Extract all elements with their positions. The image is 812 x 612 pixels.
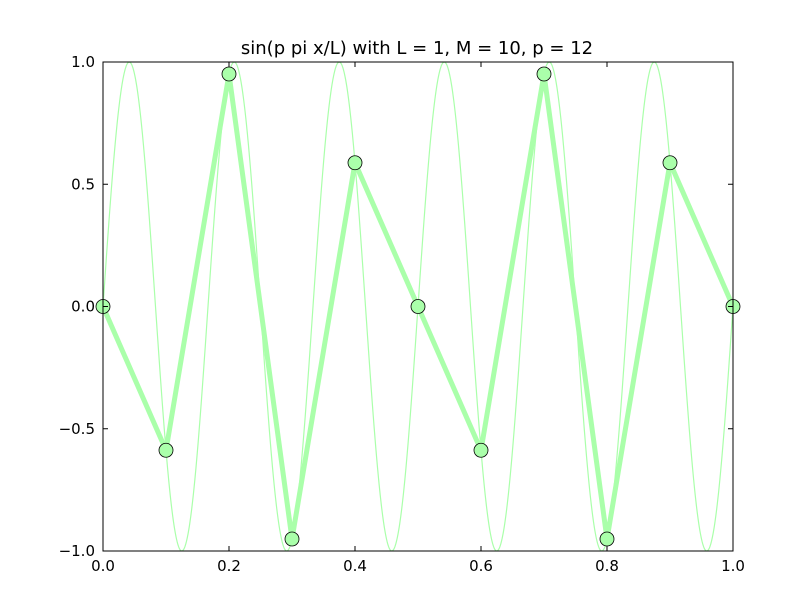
x-tick-label: 0.0 <box>91 557 115 575</box>
data-point <box>221 66 237 82</box>
y-tick-label: −1.0 <box>59 542 95 560</box>
chart-title: sin(p pi x/L) with L = 1, M = 10, p = 12 <box>241 38 593 59</box>
series-sampled-markers <box>95 66 741 547</box>
x-tick-label: 1.0 <box>721 557 745 575</box>
data-point <box>158 442 174 458</box>
x-tick-label: 0.6 <box>469 557 493 575</box>
y-tick-label: 0.5 <box>71 175 95 193</box>
data-point <box>473 442 489 458</box>
x-tick-label: 0.8 <box>595 557 619 575</box>
axes: 0.0 0.2 0.4 0.6 0.8 1.0 1.0 0.5 0.0 −0.5 −1.0 <box>59 53 745 575</box>
data-point <box>536 66 552 82</box>
y-tick-label: 0.0 <box>71 298 95 316</box>
data-point <box>410 299 426 314</box>
data-point <box>347 155 363 171</box>
x-tick-label: 0.2 <box>217 557 241 575</box>
data-point <box>599 531 615 547</box>
x-tick-label: 0.4 <box>343 557 367 575</box>
data-point <box>284 531 300 547</box>
y-tick-label: 1.0 <box>71 53 95 71</box>
y-tick-label: −0.5 <box>59 420 95 438</box>
data-point <box>662 155 678 171</box>
plot-area <box>95 62 741 551</box>
